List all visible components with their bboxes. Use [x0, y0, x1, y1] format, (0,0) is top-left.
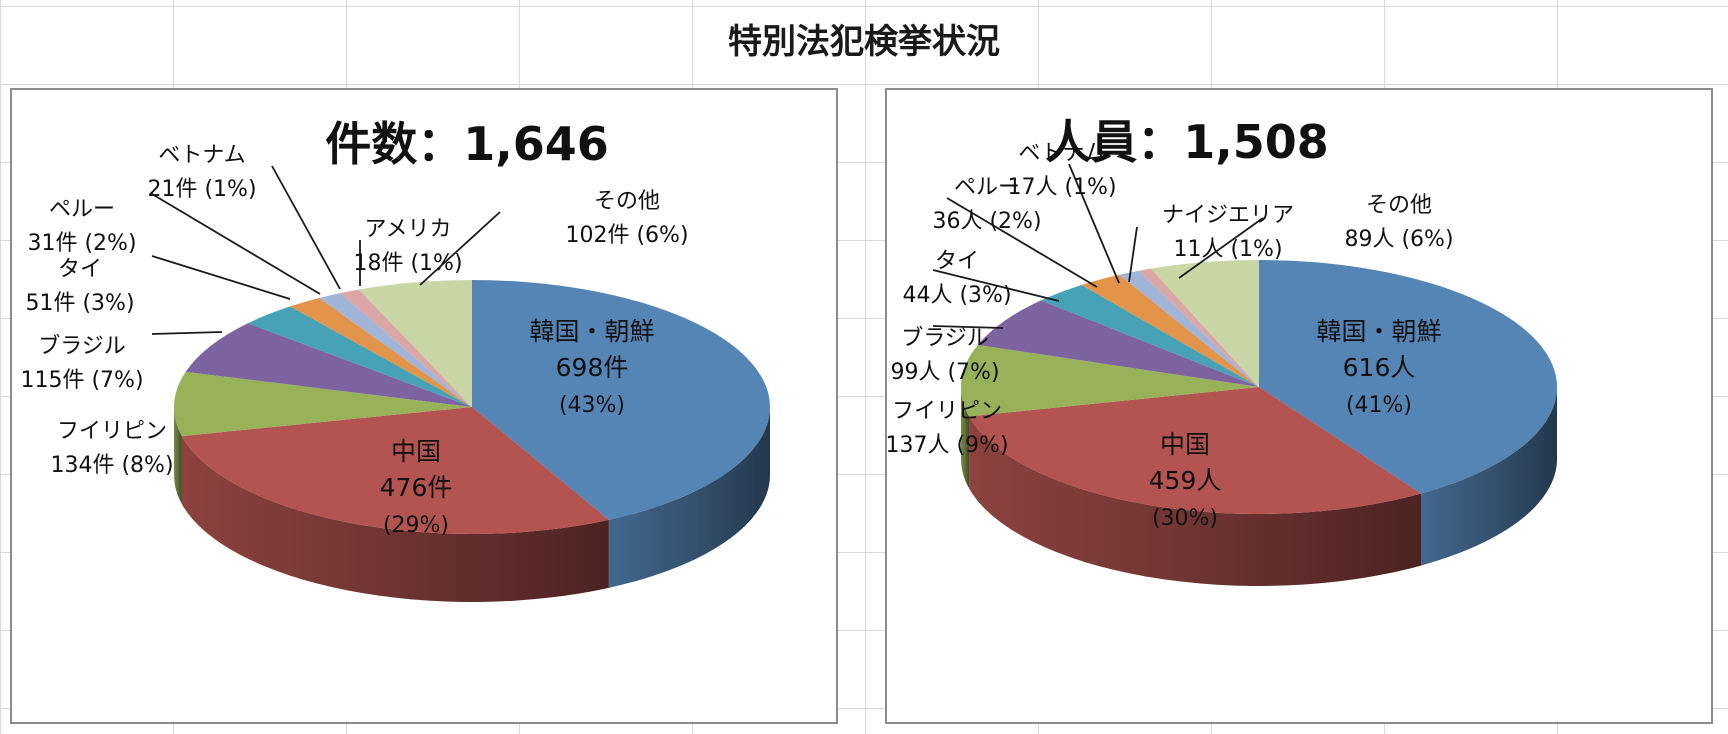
label-percent-china: (30%) [1152, 506, 1218, 531]
leader-line-peru [946, 197, 1098, 288]
pie-slice-vietnam [319, 293, 472, 407]
pie-slice-extra [340, 289, 472, 407]
pie-side-korea [1421, 387, 1557, 566]
label-name-vietnam: ベトナム [1018, 141, 1105, 166]
label-value-thailand: 44人 (3%) [902, 283, 1011, 308]
pie-top-faces [173, 280, 770, 534]
label-value-korea: 698件 [556, 353, 629, 382]
chart-count-panel: 韓国・朝鮮 698件 (43%) 中国 476件 (29%) フイリピン 134件 (8%) ブ… [10, 88, 838, 724]
label-name-other: その他 [1366, 193, 1432, 218]
label-name-brazil: ブラジル [38, 334, 126, 359]
label-name-china: 中国 [1160, 430, 1210, 459]
leader-line-other [1178, 217, 1264, 279]
label-name-philippines: フイリピン [892, 399, 1002, 424]
pie-slice-philippines [961, 344, 1259, 417]
pie-slice-extra [1138, 268, 1259, 387]
leader-line-brazil [151, 331, 223, 335]
chart-persons-panel: 韓国・朝鮮 616人 (41%) 中国 459人 (30%) フイリピン 137人 (9%) ブ… [885, 88, 1713, 724]
chart-title-persons: 人員：1,508 [1045, 115, 1329, 169]
sheet-title: 特別法犯検挙状況 [728, 22, 1000, 62]
pie-chart-count: 韓国・朝鮮 698件 (43%) 中国 476件 (29%) フイリピン 134件 (8%) ブ… [20, 117, 770, 602]
pie-top-faces [961, 260, 1558, 514]
label-value-peru: 36人 (2%) [932, 209, 1041, 234]
label-name-peru: ペルー [954, 175, 1020, 200]
label-name-brazil: ブラジル [901, 326, 989, 351]
label-value-philippines: 134件 (8%) [50, 453, 173, 478]
label-percent-korea: (43%) [559, 393, 625, 418]
label-name-peru: ペルー [49, 197, 115, 222]
pie-chart-persons: 韓国・朝鮮 616人 (41%) 中国 459人 (30%) フイリピン 137人 (9%) ブ… [887, 115, 1558, 586]
leader-line-thailand [932, 269, 1060, 302]
label-name-korea: 韓国・朝鮮 [1316, 317, 1441, 346]
pie-slice-china [969, 387, 1422, 514]
pie-side-walls [961, 387, 1557, 586]
pie-slice-brazil [185, 323, 472, 407]
leader-line-brazil [932, 325, 1004, 329]
pie-slice-peru [1081, 274, 1259, 387]
label-value-extra: 11人 (1%) [1173, 237, 1282, 262]
label-value-vietnam: 17人 (1%) [1007, 175, 1116, 200]
leader-line-other [419, 211, 501, 286]
label-value-korea: 616人 [1343, 353, 1416, 382]
label-name-philippines: フイリピン [57, 419, 167, 444]
pie-side-philippines [961, 387, 970, 489]
pie-labels: 韓国・朝鮮 698件 (43%) 中国 476件 (29%) フイリピン 134件 (8%) ブ… [20, 143, 688, 538]
label-name-thailand: タイ [935, 249, 979, 274]
pie-side-walls [174, 407, 770, 602]
pie-slice-korea [472, 280, 770, 520]
label-name-extra: ナイジエリア [1162, 203, 1294, 228]
label-value-brazil: 115件 (7%) [20, 368, 143, 393]
pie-slice-other [358, 280, 472, 407]
pie-slice-thailand [247, 306, 472, 407]
leader-line-vietnam [1068, 163, 1120, 284]
label-name-extra: アメリカ [365, 217, 452, 242]
pie-labels: 韓国・朝鮮 616人 (41%) 中国 459人 (30%) フイリピン 137人 (9%) ブ… [887, 141, 1454, 531]
pie-side-china [181, 436, 609, 602]
label-value-china: 459人 [1149, 466, 1222, 495]
leader-line-extra [1128, 226, 1138, 283]
pie-slice-thailand [1040, 284, 1259, 387]
label-value-philippines: 137人 (9%) [887, 433, 1009, 458]
pie-slice-philippines [173, 371, 472, 437]
pie-slice-korea [1259, 260, 1558, 494]
pie-side-korea [608, 407, 770, 588]
leader-line-peru [151, 193, 321, 295]
chart-title-count: 件数：1,646 [325, 117, 609, 171]
pie-slice-other [1151, 260, 1259, 387]
pie-side-china [969, 416, 1422, 586]
label-value-other: 89人 (6%) [1344, 227, 1453, 252]
label-value-extra: 18件 (1%) [353, 251, 462, 276]
leader-line-thailand [151, 255, 291, 300]
label-percent-korea: (41%) [1346, 393, 1412, 418]
label-value-other: 102件 (6%) [565, 223, 688, 248]
label-name-china: 中国 [391, 437, 441, 466]
label-value-thailand: 51件 (3%) [25, 291, 134, 316]
label-value-peru: 31件 (2%) [27, 231, 136, 256]
label-name-thailand: タイ [58, 257, 102, 282]
pie-slice-china [181, 407, 609, 534]
leader-line-vietnam [271, 165, 341, 290]
label-value-brazil: 99人 (7%) [890, 360, 999, 385]
label-value-vietnam: 21件 (1%) [147, 177, 256, 202]
pie-side-philippines [174, 407, 182, 505]
label-name-korea: 韓国・朝鮮 [529, 317, 654, 346]
pie-slice-vietnam [1119, 270, 1259, 387]
pie-slice-brazil [977, 300, 1259, 387]
label-name-vietnam: ベトナム [158, 143, 245, 168]
label-name-other: その他 [594, 189, 660, 214]
pie-slice-peru [290, 297, 472, 407]
label-percent-china: (29%) [383, 513, 449, 538]
label-value-china: 476件 [380, 473, 453, 502]
